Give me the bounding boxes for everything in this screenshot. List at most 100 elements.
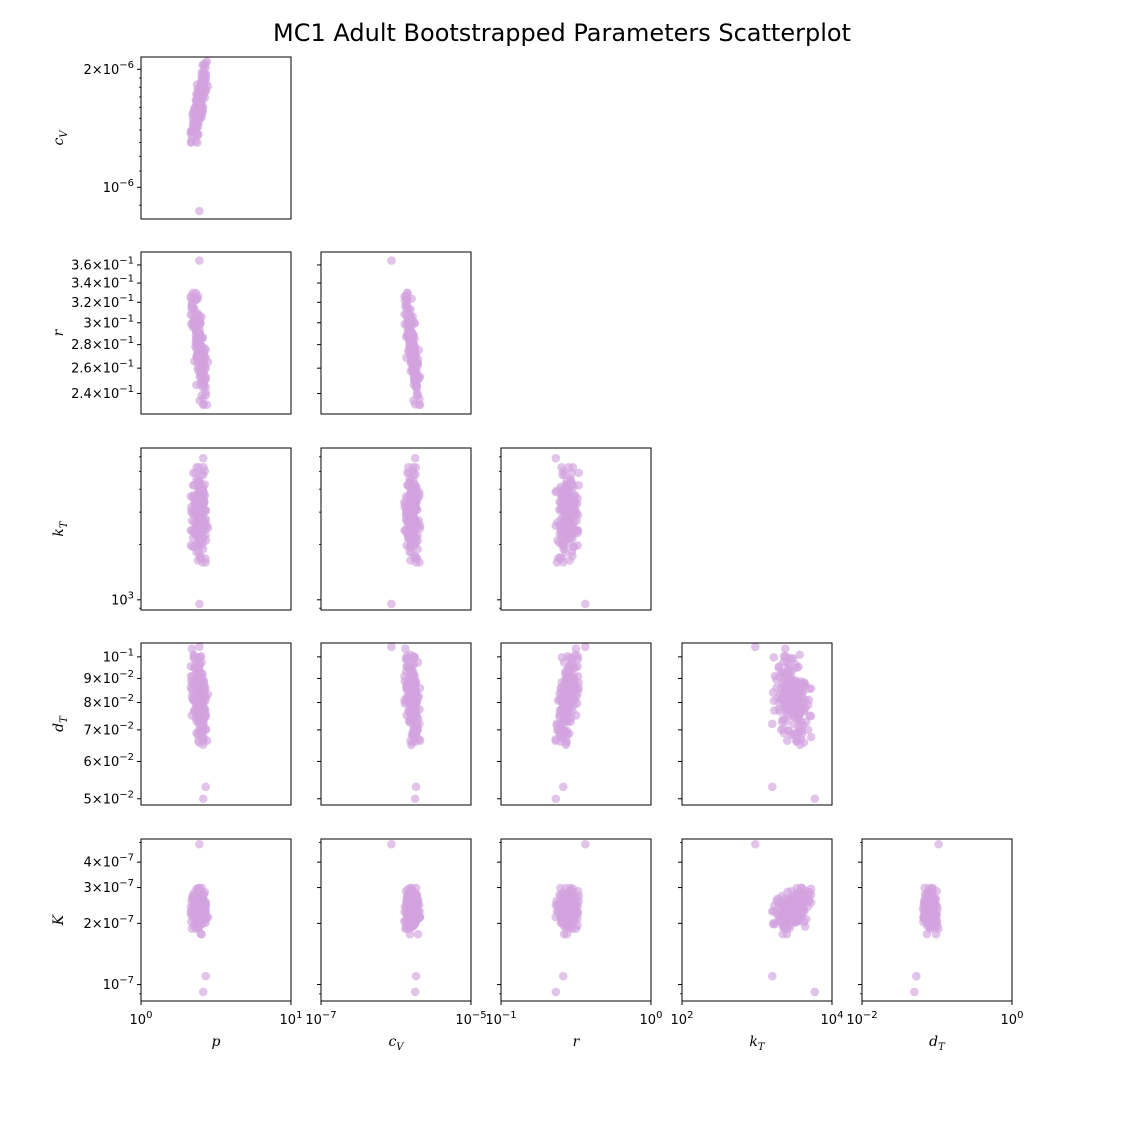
data-point — [571, 644, 581, 653]
data-point — [571, 897, 580, 907]
panel-k_T-vs-d_T — [678, 642, 833, 806]
data-point — [195, 206, 204, 216]
y-tick-label-base: 3.2×10 — [71, 296, 119, 311]
y-axis-label-c_V-symbol: c — [51, 138, 67, 146]
data-point — [573, 494, 582, 503]
x-tick-label-base: 10 — [846, 1013, 863, 1028]
data-point — [408, 462, 418, 472]
data-point — [810, 794, 820, 804]
y-tick-label: 2.4×10−1 — [71, 384, 134, 402]
panel-p-vs-r: 2.4×10−12.6×10−12.8×10−13×10−13.2×10−13.… — [71, 251, 292, 415]
data-point — [558, 541, 568, 550]
y-tick-label: 8×10−2 — [84, 693, 134, 711]
data-point — [387, 643, 396, 652]
y-tick-label-base: 2.4×10 — [71, 387, 119, 402]
x-tick-label: 10−2 — [846, 1010, 877, 1028]
data-point — [197, 905, 207, 915]
data-point — [198, 453, 208, 463]
data-point — [186, 138, 196, 147]
x-tick-label-base: 10 — [821, 1013, 838, 1028]
data-point — [551, 453, 561, 463]
data-point — [784, 706, 793, 716]
data-point — [198, 794, 208, 804]
data-point — [190, 542, 199, 552]
y-tick-label-base: 9×10 — [84, 672, 120, 687]
x-axis-label-c_V-symbol: c — [388, 1034, 396, 1050]
y-axis-label-K: K — [51, 913, 67, 926]
y-tick-label-base: 7×10 — [84, 723, 120, 738]
data-point — [197, 524, 206, 534]
y-axis-label-k_T-subscript: T — [59, 520, 70, 528]
x-tick-label-exponent: −1 — [502, 1010, 517, 1021]
data-point — [573, 654, 583, 664]
data-point — [190, 517, 199, 527]
data-point — [784, 900, 793, 910]
y-tick-label-base: 3×10 — [84, 316, 120, 331]
data-point — [410, 453, 420, 463]
data-point — [406, 886, 416, 895]
data-point — [551, 794, 561, 804]
data-point — [407, 740, 416, 750]
y-tick-label: 3.4×10−1 — [71, 274, 134, 292]
y-tick-label-base: 2×10 — [84, 63, 120, 78]
data-point — [198, 694, 208, 704]
data-point — [192, 309, 202, 319]
panel-c_V-vs-k_T — [317, 447, 472, 611]
data-point — [912, 971, 921, 981]
y-tick-label-exponent: −6 — [119, 178, 134, 189]
x-tick-label-base: 10 — [671, 1013, 688, 1028]
x-tick-label: 100 — [130, 1010, 153, 1028]
data-point — [201, 390, 211, 400]
data-point — [195, 660, 205, 669]
data-point — [187, 685, 196, 694]
y-tick-label-exponent: −2 — [119, 789, 134, 800]
data-point — [413, 929, 423, 939]
data-point — [411, 363, 421, 373]
data-point — [934, 839, 943, 849]
data-point — [199, 61, 208, 71]
panel-frame — [320, 642, 472, 806]
data-point — [190, 356, 199, 366]
y-tick-label-base: 3.6×10 — [71, 258, 119, 273]
data-point — [192, 717, 201, 726]
data-point — [197, 710, 206, 720]
y-tick-label: 103 — [111, 590, 134, 608]
x-tick-label-exponent: 2 — [687, 1010, 693, 1021]
x-tick-label-exponent: 0 — [146, 1010, 152, 1021]
panel-frame — [500, 838, 652, 1002]
data-point — [801, 717, 811, 726]
data-point — [193, 916, 202, 926]
data-point — [413, 390, 422, 400]
data-point — [778, 929, 787, 939]
x-axis-label-d_T: dT — [929, 1034, 946, 1053]
y-tick-label-base: 10 — [111, 593, 128, 608]
y-tick-label: 2.8×10−1 — [71, 335, 134, 353]
y-tick-label-base: 5×10 — [84, 792, 120, 807]
points-group — [186, 256, 213, 410]
x-tick-label: 101 — [280, 1010, 303, 1028]
data-point — [195, 318, 205, 328]
data-point — [187, 304, 196, 314]
data-point — [931, 929, 941, 939]
y-tick-label: 5×10−2 — [84, 789, 134, 807]
data-point — [560, 706, 569, 716]
data-point — [201, 363, 210, 373]
points-group — [551, 839, 590, 997]
x-tick-label-exponent: −2 — [863, 1010, 878, 1021]
x-tick-label: 104 — [821, 1010, 844, 1028]
data-point — [198, 499, 208, 509]
y-tick-label-base: 8×10 — [84, 696, 120, 711]
y-tick-label: 3×10−1 — [84, 313, 134, 331]
x-tick-label-exponent: 4 — [837, 1010, 843, 1021]
data-point — [406, 476, 416, 485]
y-tick-label-exponent: −7 — [119, 878, 134, 889]
points-group — [387, 839, 425, 997]
data-point — [801, 886, 810, 895]
data-point — [409, 660, 419, 669]
y-tick-label-exponent: −1 — [119, 384, 134, 395]
panel-frame — [320, 838, 472, 1002]
points-group — [387, 453, 425, 609]
data-point — [558, 971, 568, 981]
